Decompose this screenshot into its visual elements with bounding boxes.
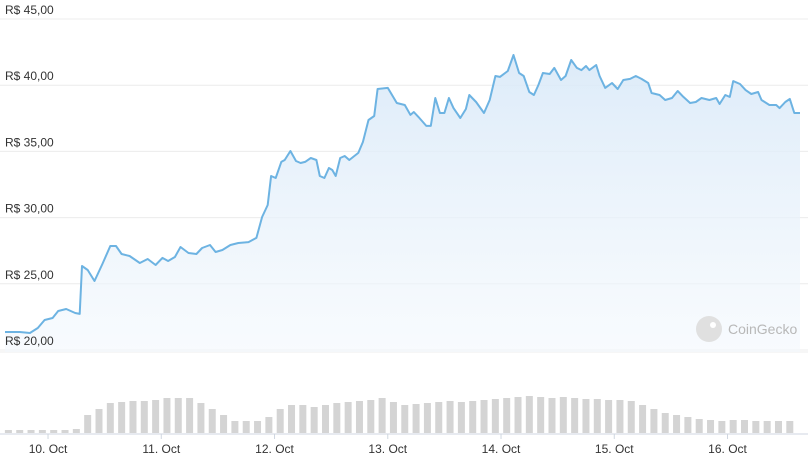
- volume-bar: [333, 403, 341, 433]
- volume-bar: [378, 398, 386, 433]
- volume-bar: [774, 421, 782, 433]
- volume-layer: [4, 396, 794, 433]
- y-tick-label: R$ 25,00: [5, 268, 54, 282]
- volume-bar: [786, 421, 794, 433]
- volume-bar: [412, 404, 420, 433]
- volume-bar: [288, 405, 296, 433]
- watermark-text: CoinGecko: [728, 321, 797, 337]
- volume-bar: [61, 430, 69, 433]
- volume-bar: [729, 420, 737, 433]
- volume-bar: [480, 400, 488, 433]
- volume-bar: [118, 402, 126, 433]
- y-tick-label: R$ 30,00: [5, 202, 54, 216]
- volume-bar: [763, 421, 771, 433]
- x-tick-label: 15. Oct: [595, 442, 634, 456]
- x-tick-label: 10. Oct: [29, 442, 68, 456]
- volume-bar: [129, 401, 137, 433]
- volume-bar: [27, 430, 35, 433]
- x-tick-label: 13. Oct: [368, 442, 407, 456]
- volume-bar: [741, 420, 749, 433]
- volume-bar: [559, 397, 567, 433]
- volume-bar: [605, 400, 613, 433]
- volume-bar: [446, 401, 454, 433]
- volume-bar: [627, 401, 635, 433]
- volume-bar: [457, 402, 465, 433]
- volume-bar: [321, 405, 329, 433]
- volume-bar: [163, 398, 171, 433]
- volume-bar: [174, 398, 182, 433]
- area-layer: [5, 55, 800, 352]
- volume-bar: [84, 415, 92, 433]
- volume-bar: [469, 401, 477, 433]
- volume-bar: [367, 400, 375, 433]
- volume-bar: [186, 398, 194, 433]
- volume-bar: [661, 413, 669, 433]
- volume-bar: [276, 409, 284, 433]
- volume-bar: [684, 417, 692, 433]
- price-area: [5, 55, 800, 352]
- volume-bar: [197, 403, 205, 433]
- y-tick-label: R$ 45,00: [5, 3, 54, 17]
- labels: R$ 20,00 R$ 25,00 R$ 30,00 R$ 35,00 R$ 40,00…: [5, 3, 748, 456]
- volume-bar: [106, 403, 114, 433]
- y-tick-label: R$ 35,00: [5, 135, 54, 149]
- y-tick-label: R$ 40,00: [5, 69, 54, 83]
- x-tick-label: 12. Oct: [255, 442, 294, 456]
- volume-bar: [752, 421, 760, 433]
- volume-bar: [208, 409, 216, 433]
- volume-bar: [38, 430, 46, 433]
- volume-bar: [707, 420, 715, 433]
- volume-bar: [231, 421, 239, 433]
- volume-bar: [435, 402, 443, 433]
- price-line: [5, 54, 800, 334]
- volume-bar: [50, 430, 58, 433]
- volume-bar: [582, 399, 590, 433]
- volume-bar: [220, 415, 228, 433]
- volume-bar: [242, 421, 250, 433]
- volume-bar: [525, 396, 533, 433]
- volume-bar: [310, 407, 318, 433]
- volume-bar: [344, 402, 352, 433]
- watermark: CoinGecko: [696, 316, 797, 342]
- volume-bar: [695, 419, 703, 433]
- watermark-logo-eye: [710, 322, 716, 328]
- y-tick-label: R$ 20,00: [5, 334, 54, 348]
- volume-bar: [152, 400, 160, 433]
- x-tick-label: 16. Oct: [708, 442, 747, 456]
- volume-bar: [299, 405, 307, 433]
- volume-bar: [548, 398, 556, 433]
- volume-bar: [491, 399, 499, 433]
- volume-bar: [254, 421, 262, 433]
- volume-bar: [401, 405, 409, 433]
- volume-bar: [616, 400, 624, 433]
- volume-bar: [95, 409, 103, 433]
- volume-bar: [514, 397, 522, 433]
- watermark-logo: [696, 316, 722, 342]
- volume-bar: [423, 403, 431, 433]
- volume-bar: [593, 399, 601, 433]
- volume-bar: [718, 421, 726, 433]
- x-tick-label: 14. Oct: [482, 442, 521, 456]
- volume-bar: [571, 398, 579, 433]
- volume-bar: [265, 417, 273, 433]
- volume-bar: [537, 397, 545, 433]
- volume-bar: [639, 405, 647, 433]
- volume-bar: [72, 429, 80, 433]
- volume-bar: [140, 401, 148, 433]
- volume-bar: [4, 430, 12, 433]
- volume-bar: [503, 398, 511, 433]
- volume-bar: [16, 430, 24, 433]
- line-layer: [5, 54, 800, 334]
- volume-bar: [355, 401, 363, 433]
- volume-bar: [650, 409, 658, 433]
- x-tick-label: 11. Oct: [142, 442, 180, 456]
- volume-bar: [389, 402, 397, 433]
- volume-bar: [673, 415, 681, 433]
